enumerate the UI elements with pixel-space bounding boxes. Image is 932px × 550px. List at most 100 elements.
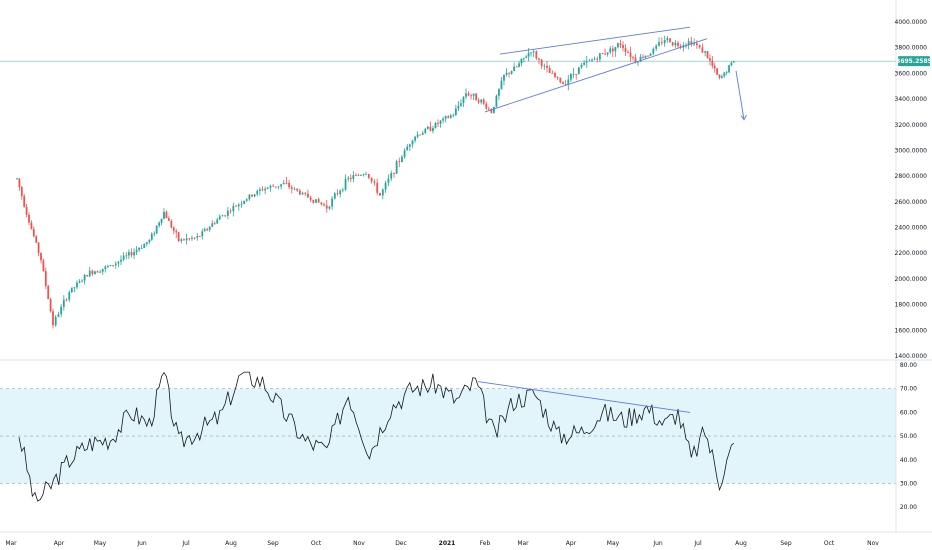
- time-tick-label: Mar: [517, 540, 529, 547]
- candle-body: [538, 58, 540, 60]
- candle-body: [559, 77, 562, 83]
- time-tick-label: Apr: [566, 540, 577, 547]
- price-tick-label: 3800.0000: [895, 45, 928, 52]
- candle-body: [122, 255, 125, 260]
- candle-body: [315, 199, 317, 203]
- candle-body: [416, 134, 419, 137]
- candle-body: [465, 93, 467, 97]
- candle-body: [485, 103, 488, 109]
- candle-body: [339, 190, 342, 195]
- candle-body: [411, 140, 414, 145]
- price-tick-label: 4000.0000: [895, 19, 928, 26]
- candle-body: [632, 57, 634, 59]
- candle-body: [515, 66, 518, 68]
- candle-body: [487, 108, 490, 110]
- candle-body: [609, 48, 612, 53]
- candle-body: [167, 218, 170, 221]
- candle-body: [577, 67, 580, 75]
- candle-body: [593, 58, 596, 60]
- candle-body: [720, 76, 723, 78]
- candle-body: [370, 177, 373, 182]
- candle-body: [470, 95, 472, 97]
- candle-body: [211, 223, 214, 227]
- time-tick-label: Oct: [311, 540, 322, 547]
- candle-body: [426, 126, 429, 129]
- candle-body: [237, 204, 240, 207]
- price-tick-label: 2600.0000: [895, 199, 928, 206]
- candle-body: [562, 82, 564, 85]
- candle-body: [83, 275, 86, 281]
- candle-body: [611, 48, 614, 52]
- candle-body: [596, 58, 599, 60]
- candle-body: [88, 270, 91, 277]
- price-tick-label: 3600.0000: [895, 70, 928, 77]
- candle-body: [669, 38, 671, 43]
- candle-body: [624, 48, 627, 52]
- candle-body: [266, 187, 269, 189]
- candle-body: [556, 77, 559, 78]
- candle-body: [107, 265, 109, 267]
- candle-body: [349, 177, 352, 179]
- candle-body: [525, 56, 528, 58]
- candle-body: [567, 79, 570, 85]
- candle-body: [414, 136, 416, 141]
- candle-body: [65, 299, 68, 301]
- candle-body: [243, 200, 246, 204]
- candle-body: [352, 175, 355, 179]
- candle-body: [274, 186, 277, 188]
- candle-body: [68, 292, 71, 300]
- breakdown-arrow: [735, 70, 745, 120]
- candle-body: [245, 199, 248, 201]
- candle-body: [551, 72, 554, 74]
- candle-body: [730, 62, 733, 66]
- candle-body: [232, 205, 235, 212]
- candle-body: [354, 175, 357, 176]
- time-tick-label: Apr: [54, 540, 65, 547]
- candle-body: [677, 42, 679, 47]
- candle-body: [272, 185, 275, 187]
- candle-body: [387, 178, 390, 183]
- candle-body: [546, 65, 548, 69]
- candle-body: [663, 40, 666, 44]
- candle-body: [196, 236, 199, 238]
- candle-body: [505, 72, 508, 75]
- candle-body: [591, 59, 593, 61]
- candle-body: [510, 71, 513, 74]
- candle-body: [357, 175, 360, 177]
- candle-body: [57, 314, 60, 317]
- candle-body: [54, 316, 57, 326]
- candle-body: [419, 134, 422, 136]
- candle-body: [406, 146, 409, 151]
- candle-body: [554, 72, 556, 78]
- candle-body: [585, 61, 588, 63]
- candle-body: [280, 184, 282, 187]
- time-tick-label: Dec: [395, 540, 407, 547]
- candle-body: [253, 194, 256, 197]
- candle-body: [449, 115, 452, 118]
- candle-body: [235, 205, 237, 207]
- candle-body: [298, 190, 301, 195]
- candle-body: [614, 47, 617, 52]
- last-price-label: 3695.2585: [896, 58, 932, 65]
- candle-body: [160, 218, 163, 223]
- candle-body: [421, 132, 424, 135]
- oscillator-tick-label: 70.00: [900, 386, 917, 393]
- candle-body: [575, 73, 578, 75]
- candle-body: [293, 188, 296, 190]
- candle-body: [328, 206, 331, 209]
- candle-body: [360, 175, 362, 177]
- candle-body: [282, 182, 285, 185]
- candle-body: [644, 55, 647, 58]
- candle-body: [480, 99, 483, 103]
- oscillator-tick-label: 40.00: [900, 457, 917, 464]
- candle-body: [379, 192, 381, 196]
- candle-body: [457, 105, 460, 109]
- candle-body: [530, 52, 532, 54]
- time-tick-label: Jun: [652, 540, 663, 547]
- candle-body: [35, 236, 38, 243]
- candle-body: [248, 194, 251, 200]
- candle-body: [325, 205, 328, 209]
- candle-body: [150, 234, 153, 240]
- time-tick-label: Nov: [353, 540, 365, 547]
- oscillator-tick-label: 30.00: [900, 480, 917, 487]
